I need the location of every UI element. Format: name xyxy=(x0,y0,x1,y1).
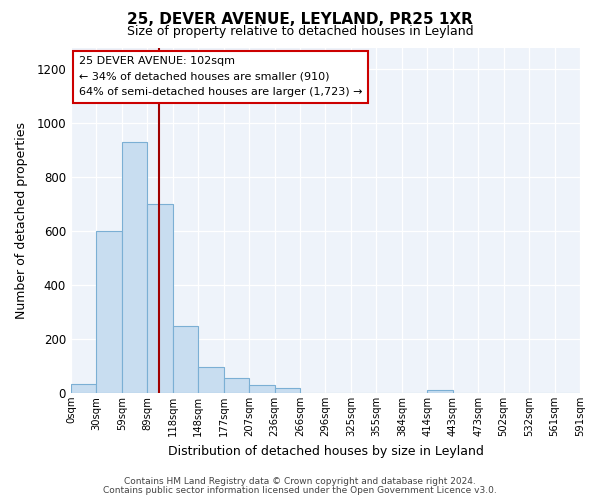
Text: 25 DEVER AVENUE: 102sqm
← 34% of detached houses are smaller (910)
64% of semi-d: 25 DEVER AVENUE: 102sqm ← 34% of detache… xyxy=(79,56,362,98)
Text: 25, DEVER AVENUE, LEYLAND, PR25 1XR: 25, DEVER AVENUE, LEYLAND, PR25 1XR xyxy=(127,12,473,28)
Bar xyxy=(198,368,224,393)
Text: Contains public sector information licensed under the Open Government Licence v3: Contains public sector information licen… xyxy=(103,486,497,495)
Bar xyxy=(97,231,122,393)
Bar xyxy=(173,326,198,393)
Bar xyxy=(427,390,453,393)
Text: Size of property relative to detached houses in Leyland: Size of property relative to detached ho… xyxy=(127,25,473,38)
Bar xyxy=(122,142,148,393)
Bar xyxy=(275,388,300,393)
Bar xyxy=(148,204,173,393)
Y-axis label: Number of detached properties: Number of detached properties xyxy=(15,122,28,319)
Bar xyxy=(224,378,249,393)
Bar xyxy=(249,385,275,393)
X-axis label: Distribution of detached houses by size in Leyland: Distribution of detached houses by size … xyxy=(167,444,484,458)
Text: Contains HM Land Registry data © Crown copyright and database right 2024.: Contains HM Land Registry data © Crown c… xyxy=(124,477,476,486)
Bar xyxy=(71,384,97,393)
